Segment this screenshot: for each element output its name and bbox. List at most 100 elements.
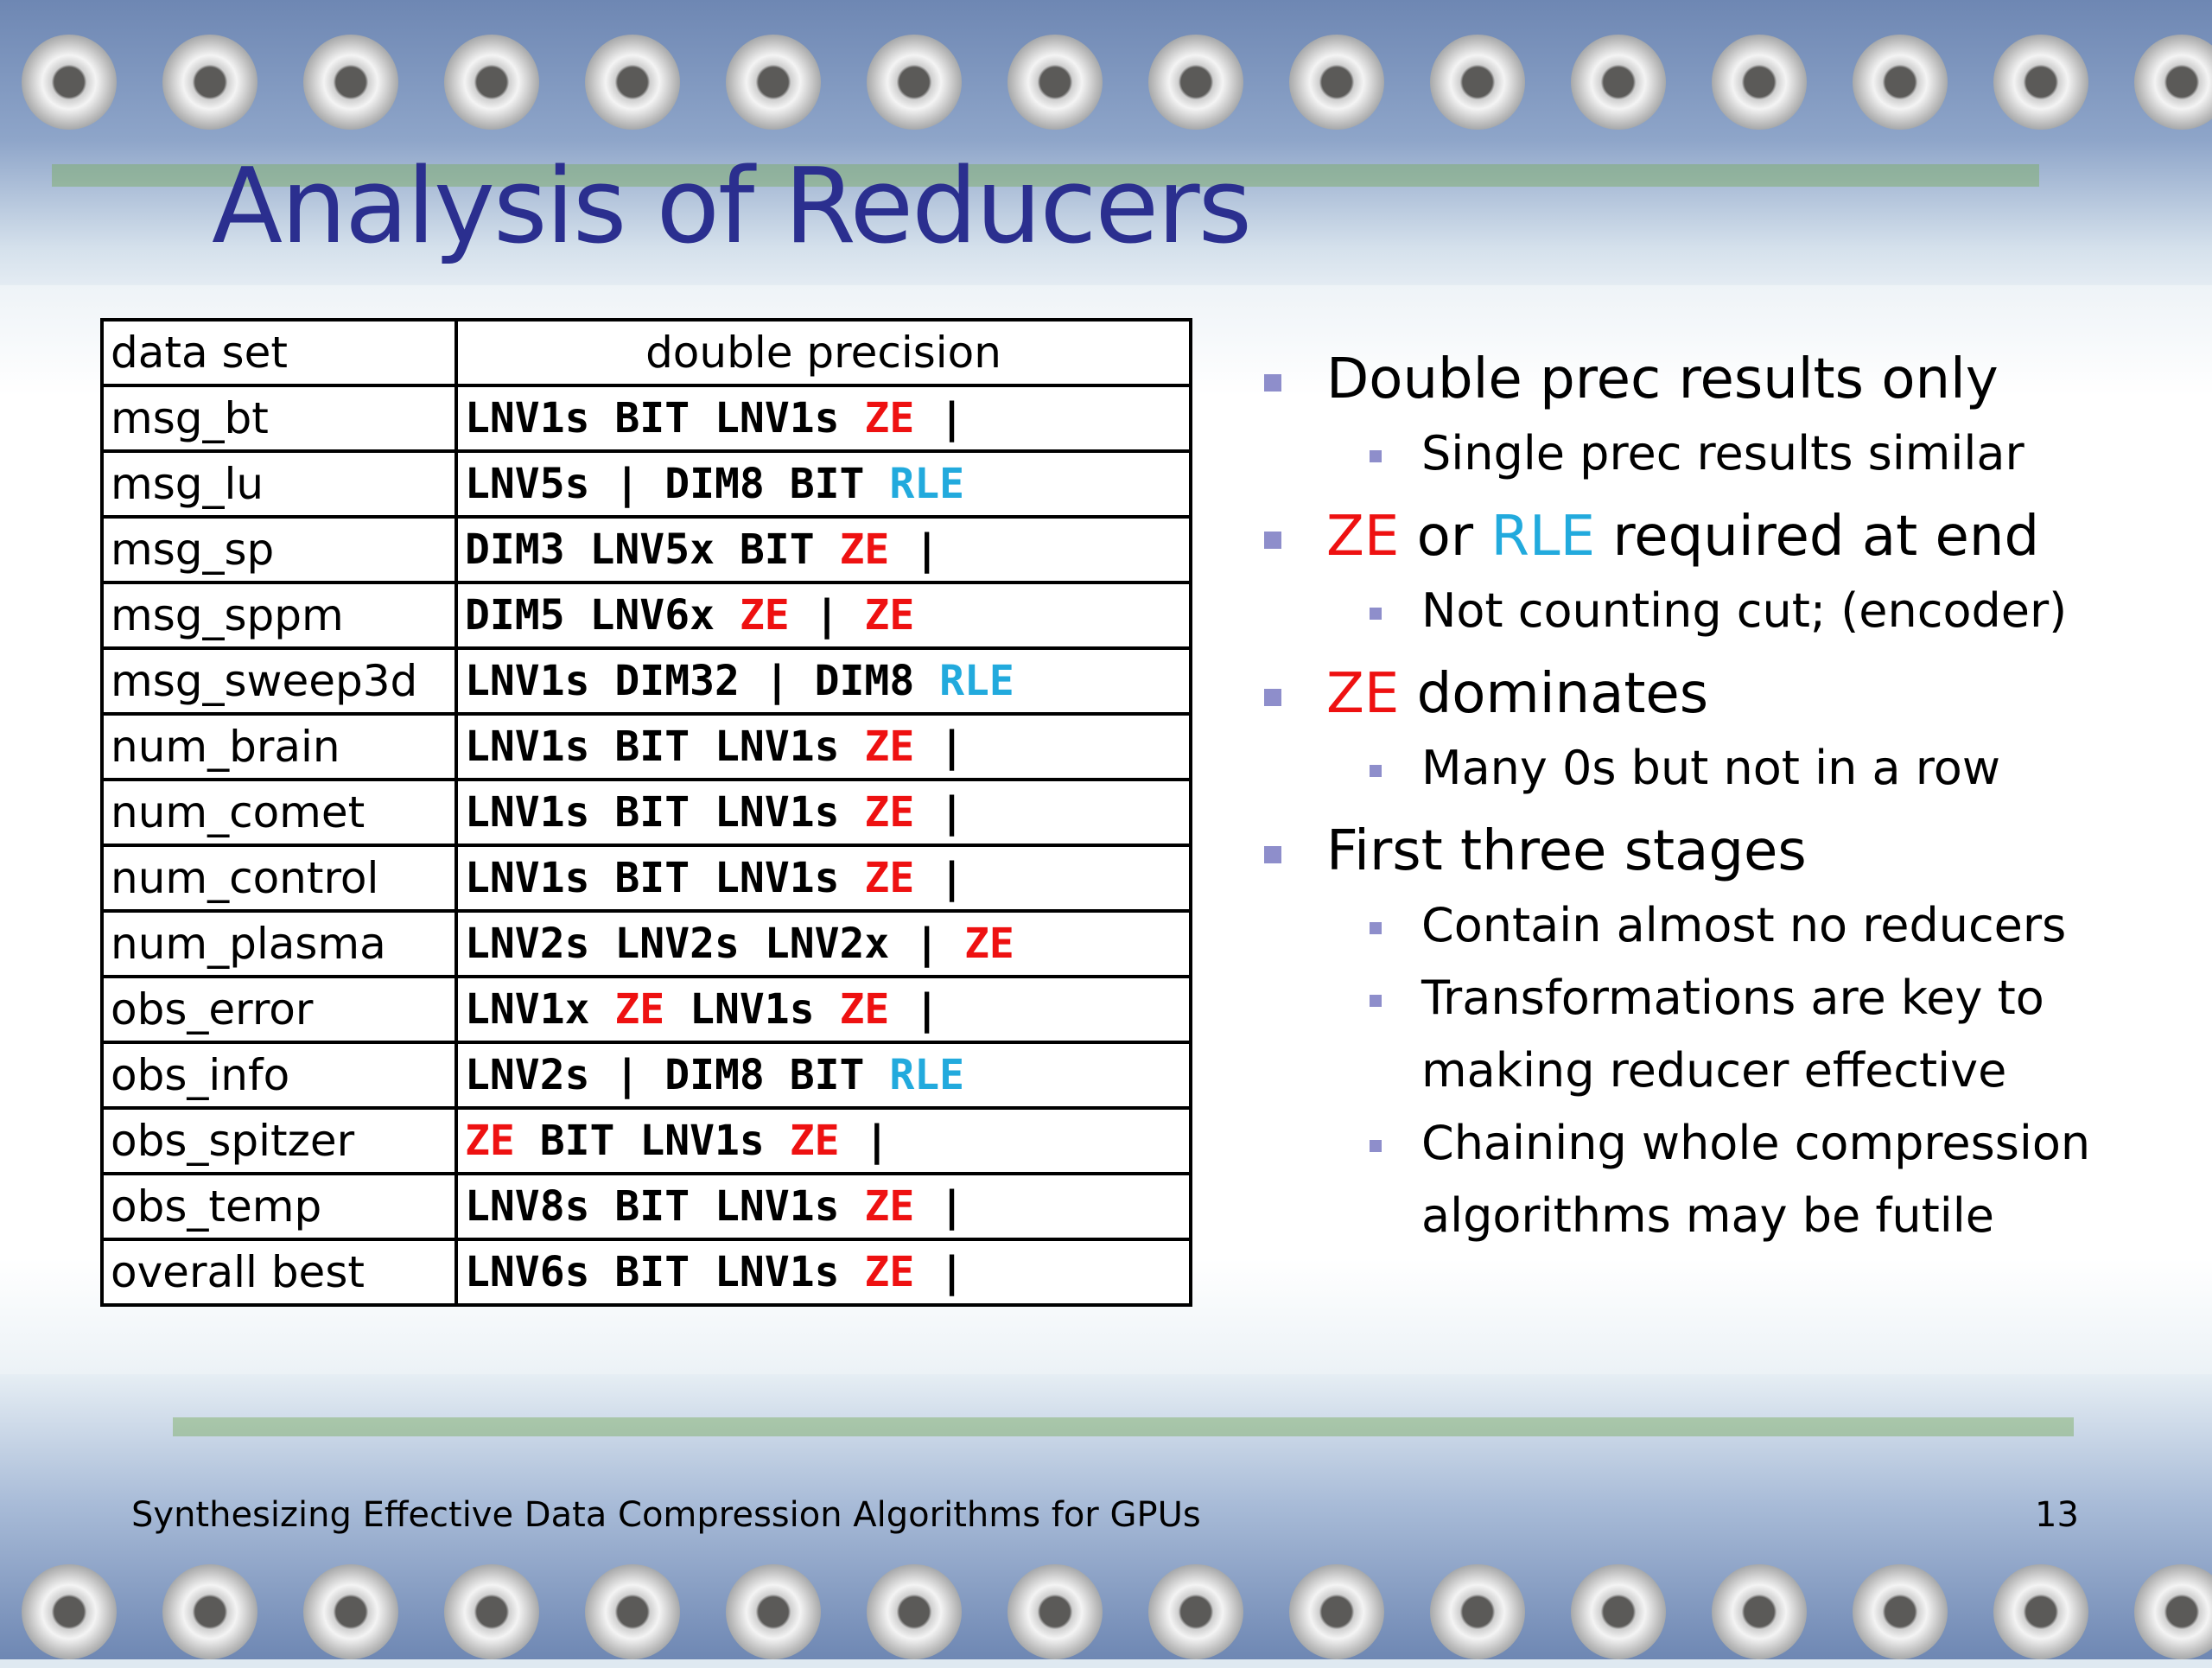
- chain-token: ZE: [614, 985, 665, 1034]
- chain-token: ZE: [864, 854, 915, 902]
- chain-cell: LNV1s BIT LNV1s ZE |: [454, 778, 1192, 847]
- circuit-pin: [303, 1564, 398, 1659]
- page-number: 13: [2035, 1495, 2079, 1535]
- chain-token: DIM8: [664, 1051, 765, 1099]
- circuit-pin: [1148, 1564, 1243, 1659]
- chain-token: |: [939, 788, 965, 837]
- table-row: obs_spitzer ZE BIT LNV1s ZE |: [100, 1106, 1192, 1175]
- circuit-pin: [585, 35, 680, 130]
- chain-token: BIT: [739, 525, 815, 574]
- subbullet-many-zeros: Many 0s but not in a row: [1257, 732, 2199, 805]
- chain-token: LNV1s: [715, 854, 840, 902]
- circuit-pin: [1853, 35, 1948, 130]
- chain-token: LNV1s: [465, 788, 590, 837]
- chain-token: |: [614, 1051, 640, 1099]
- subbullet-no-reducers: Contain almost no reducers: [1257, 889, 2199, 962]
- chain-token: |: [864, 1117, 890, 1165]
- chain-token: DIM5: [465, 591, 565, 640]
- chain-token: LNV1s: [465, 657, 590, 705]
- circuit-pin: [867, 1564, 962, 1659]
- bullet-ze-or-rle: ZE or RLE required at end: [1257, 499, 2199, 575]
- square-bullet-icon: [1264, 374, 1281, 392]
- chain-cell: LNV1x ZE LNV1s ZE |: [454, 975, 1192, 1044]
- pin-row-bottom: [0, 1556, 2212, 1668]
- chain-token: LNV5x: [589, 525, 715, 574]
- chain-token: |: [614, 460, 640, 508]
- table-row: obs_error LNV1x ZE LNV1s ZE |: [100, 975, 1192, 1044]
- bullet-text: Contain almost no reducers: [1421, 898, 2067, 952]
- circuit-pin: [444, 1564, 539, 1659]
- chain-token: |: [914, 525, 940, 574]
- table-row: msg_lu LNV5s | DIM8 BIT RLE: [100, 449, 1192, 519]
- chain-token: LNV1s: [465, 723, 590, 771]
- circuit-pin: [1712, 1564, 1807, 1659]
- chain-token: LNV1s: [690, 985, 815, 1034]
- chain-token: BIT: [539, 1117, 615, 1165]
- table-row: msg_bt LNV1s BIT LNV1s ZE |: [100, 384, 1192, 453]
- chain-token: ZE: [839, 985, 890, 1034]
- bullet-double-prec: Double prec results only: [1257, 341, 2199, 417]
- circuit-pin: [1430, 1564, 1525, 1659]
- bullet-text: dominates: [1399, 662, 1709, 726]
- chain-token: BIT: [614, 394, 690, 442]
- chain-token: BIT: [614, 788, 690, 837]
- chain-token: LNV8s: [465, 1182, 590, 1231]
- bullet-text: Transformations are key to making reduce…: [1421, 971, 2044, 1098]
- chain-token: |: [814, 591, 840, 640]
- bullet-text: Chaining whole compression algorithms ma…: [1421, 1116, 2091, 1243]
- circuit-pin: [867, 35, 962, 130]
- circuit-pin: [1571, 1564, 1666, 1659]
- circuit-pin: [2134, 1564, 2212, 1659]
- chain-token: ZE: [864, 591, 915, 640]
- dataset-cell: msg_bt: [100, 384, 458, 453]
- subbullet-not-counting-cut: Not counting cut; (encoder): [1257, 575, 2199, 647]
- chain-cell: LNV2s LNV2s LNV2x | ZE: [454, 909, 1192, 978]
- circuit-pin: [1853, 1564, 1948, 1659]
- chain-cell: LNV2s | DIM8 BIT RLE: [454, 1041, 1192, 1110]
- chain-token: BIT: [789, 460, 865, 508]
- chain-token: |: [939, 854, 965, 902]
- chain-cell: LNV1s BIT LNV1s ZE |: [454, 712, 1192, 781]
- chain-token: LNV1s: [715, 394, 840, 442]
- chain-token: ZE: [739, 591, 790, 640]
- table-row: num_plasma LNV2s LNV2s LNV2x | ZE: [100, 909, 1192, 978]
- chain-cell: LNV1s DIM32 | DIM8 RLE: [454, 646, 1192, 716]
- chain-token: LNV2x: [764, 920, 890, 968]
- subbullet-chaining-futile: Chaining whole compression algorithms ma…: [1257, 1107, 2199, 1252]
- chain-token: LNV2s: [465, 1051, 590, 1099]
- table-row: overall best LNV6s BIT LNV1s ZE |: [100, 1238, 1192, 1307]
- chain-token: LNV5s: [465, 460, 590, 508]
- bullet-text: Many 0s but not in a row: [1421, 741, 2000, 795]
- dataset-cell: overall best: [100, 1238, 458, 1307]
- table-row: obs_temp LNV8s BIT LNV1s ZE |: [100, 1172, 1192, 1241]
- dataset-cell: num_comet: [100, 778, 458, 847]
- bullet-ze-dominates: ZE dominates: [1257, 656, 2199, 732]
- circuit-pin: [444, 35, 539, 130]
- bullet-text: Not counting cut; (encoder): [1421, 583, 2068, 638]
- bullet-list: Double prec results only Single prec res…: [1257, 333, 2199, 1252]
- chain-token: BIT: [789, 1051, 865, 1099]
- chain-token: BIT: [614, 854, 690, 902]
- header-double-precision: double precision: [454, 318, 1192, 387]
- chain-cell: DIM5 LNV6x ZE | ZE: [454, 581, 1192, 650]
- circuit-pin: [1993, 1564, 2088, 1659]
- circuit-trace: [52, 164, 2039, 187]
- chain-token: LNV1s: [715, 1248, 840, 1296]
- dataset-cell: obs_error: [100, 975, 458, 1044]
- table-row: msg_sweep3d LNV1s DIM32 | DIM8 RLE: [100, 646, 1192, 716]
- circuit-pin: [726, 35, 821, 130]
- bullet-text: Single prec results similar: [1421, 426, 2024, 481]
- chain-token: LNV1s: [465, 854, 590, 902]
- ze-label: ZE: [1326, 505, 1400, 569]
- chain-token: |: [939, 1248, 965, 1296]
- circuit-pin: [303, 35, 398, 130]
- dataset-cell: msg_lu: [100, 449, 458, 519]
- chain-token: ZE: [864, 1182, 915, 1231]
- table-row: obs_info LNV2s | DIM8 BIT RLE: [100, 1041, 1192, 1110]
- circuit-pin: [1007, 35, 1103, 130]
- chain-token: DIM8: [664, 460, 765, 508]
- chain-token: RLE: [889, 460, 965, 508]
- chain-cell: LNV1s BIT LNV1s ZE |: [454, 384, 1192, 453]
- table-row: msg_sp DIM3 LNV5x BIT ZE |: [100, 515, 1192, 584]
- subbullet-transformations-key: Transformations are key to making reduce…: [1257, 962, 2199, 1107]
